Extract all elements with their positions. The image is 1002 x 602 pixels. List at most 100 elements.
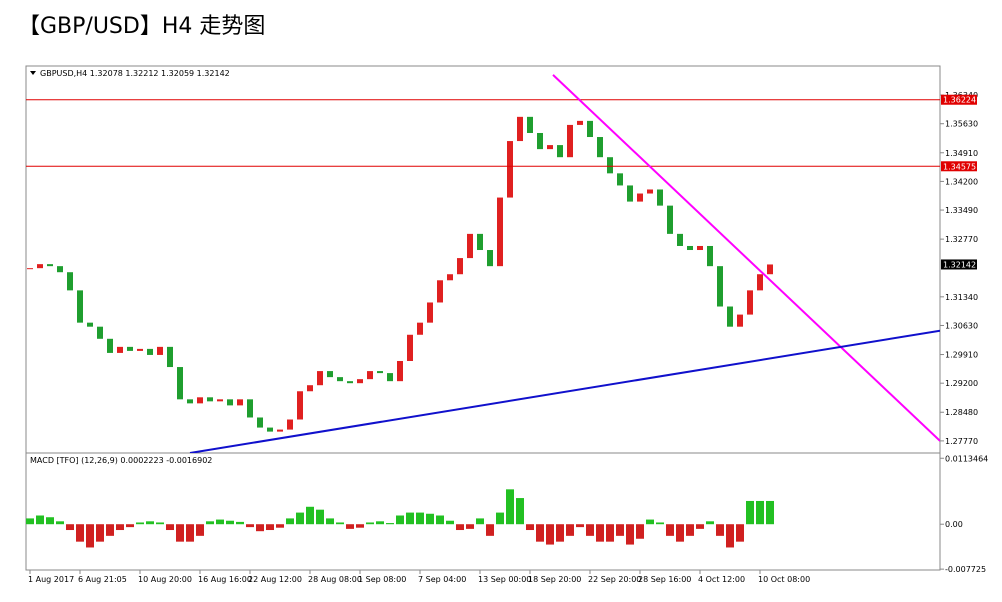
macd-bar [446,520,454,525]
candle [467,233,473,259]
candle [317,371,323,386]
macd-bar [216,519,224,525]
candle [67,272,73,291]
chart-title: 【GBP/USD】H4 走势图 [18,14,265,39]
macd-bar [86,524,94,548]
candle [47,264,53,267]
y-tick-label: 1.33490 [945,206,978,215]
macd-bar [306,506,314,525]
macd-bar [506,489,514,525]
candle [97,326,103,339]
candle [87,322,93,327]
candle [147,348,153,355]
x-tick-label: 1 Aug 2017 [28,575,74,584]
y-tick-label: 1.30630 [945,321,978,330]
last-price-label: 1.32142 [943,260,976,269]
candle [707,245,713,267]
candle [417,322,423,335]
macd-bar [516,498,524,525]
macd-bar [566,524,574,536]
candle [167,346,173,368]
candle [137,348,143,351]
x-tick-label: 10 Aug 20:00 [138,575,192,584]
macd-bar [176,524,184,542]
candle [527,116,533,133]
candle [557,145,563,158]
macd-bar [356,524,364,528]
macd-bar [676,524,684,542]
macd-bar [656,522,664,525]
candle [347,381,353,384]
candle [667,205,673,234]
candle [247,399,253,418]
macd-bar [106,524,114,536]
symbol-header: GBPUSD,H4 1.32078 1.32212 1.32059 1.3214… [40,69,230,78]
candle [207,397,213,402]
candle [747,290,753,315]
macd-bar [476,518,484,525]
macd-bar [366,522,374,525]
x-tick-label: 22 Aug 12:00 [248,575,302,584]
candle [197,397,203,404]
macd-bar [46,517,54,525]
macd-bar [486,524,494,536]
macd-bar [546,524,554,545]
macd-bar [376,521,384,525]
y-tick-label: 1.29910 [945,351,978,360]
candle [587,120,593,138]
candle [677,233,683,246]
candle [617,173,623,186]
macd-bar [576,524,584,528]
candle [397,360,403,382]
candle [507,141,513,198]
y-tick-label: 0.0113464 [945,454,988,463]
candle [157,346,163,355]
candle [577,120,583,125]
macd-bar [166,524,174,531]
trendline [552,74,940,442]
macd-bar [256,524,264,532]
candle [127,346,133,351]
candle [597,137,603,158]
macd-bar [396,515,404,525]
macd-bar [266,524,274,531]
candle [297,391,303,420]
candle [737,314,743,327]
macd-bar [116,524,124,531]
macd-bar [296,512,304,525]
candle [267,427,273,432]
candle [457,258,463,275]
level-label: 1.34575 [943,162,976,171]
macd-bar [96,524,104,542]
macd-bar [596,524,604,542]
x-tick-label: 28 Sep 16:00 [638,575,691,584]
macd-bar [56,521,64,525]
macd-bar [236,521,244,525]
y-tick-label: 1.34200 [945,177,978,186]
candle [337,377,343,382]
candle [187,399,193,404]
macd-bar [386,523,394,525]
x-tick-label: 7 Sep 04:00 [418,575,466,584]
candle [487,250,493,267]
macd-bar [736,524,744,542]
candle [37,264,43,269]
candle [427,302,433,323]
candle [407,334,413,361]
macd-bar [316,509,324,525]
macd-bar [416,512,424,525]
candle [277,429,283,432]
candle [727,306,733,327]
x-tick-label: 16 Aug 16:00 [198,575,252,584]
macd-bar [286,518,294,525]
candle [497,197,503,267]
candle [227,399,233,406]
candle [307,385,313,392]
candle [107,338,113,353]
macd-bar [586,524,594,536]
candle [287,419,293,430]
candle [447,274,453,281]
chart-frame [25,65,941,571]
macd-bar [76,524,84,542]
